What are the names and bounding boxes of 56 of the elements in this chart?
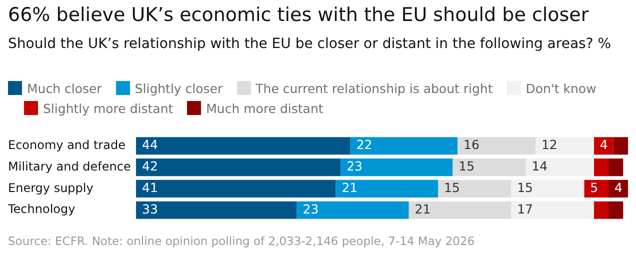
- bar: [340, 158, 453, 176]
- bar: [613, 137, 628, 155]
- bar: [608, 158, 624, 176]
- data-label: 21: [414, 201, 431, 216]
- data-label: 33: [142, 201, 158, 216]
- legend-label: Much more distant: [205, 100, 324, 118]
- legend-label: Slightly more distant: [42, 100, 174, 118]
- bar: [408, 201, 512, 219]
- bar: [136, 201, 297, 219]
- bar: [511, 201, 594, 219]
- data-label: 15: [517, 180, 533, 195]
- bar: [136, 137, 350, 155]
- bar: [594, 201, 609, 219]
- y-tick-label: Economy and trade: [8, 138, 126, 152]
- data-label: 16: [464, 137, 480, 152]
- bar: [584, 180, 609, 198]
- y-tick-label: Energy supply: [8, 180, 94, 195]
- data-label: 4: [600, 137, 608, 152]
- data-label: 14: [532, 158, 548, 174]
- y-tick-label: Technology: [7, 202, 76, 216]
- bar: [511, 180, 584, 198]
- bar: [458, 137, 536, 155]
- bar: [608, 180, 628, 198]
- bar: [350, 137, 458, 155]
- chart-subtitle: Should the UK’s relationship with the EU be closer or distant in the following areas? %: [8, 36, 611, 52]
- bar: [452, 158, 526, 176]
- bar: [594, 158, 609, 176]
- data-label: 42: [142, 158, 158, 174]
- data-label: 23: [346, 158, 362, 174]
- bar: [608, 201, 624, 219]
- data-label: 4: [614, 180, 623, 195]
- data-label: 21: [342, 180, 358, 195]
- data-label: 17: [517, 201, 533, 216]
- source-note: Source: ECFR. Note: online opinion polling of 2,033-2,146 people, 7-14 May 2026: [8, 233, 476, 249]
- data-label: 22: [356, 137, 372, 152]
- data-label: 15: [458, 158, 475, 174]
- bar: [136, 158, 341, 176]
- bar: [594, 137, 614, 155]
- legend-label: Don't know: [524, 80, 596, 98]
- data-label: 44: [142, 137, 158, 152]
- bar: [296, 201, 409, 219]
- bar: [136, 180, 336, 198]
- legend-label: Much closer: [26, 80, 102, 98]
- data-label: 23: [302, 201, 319, 216]
- chart-title: 66% believe UK’s economic ties with the EU should be closer: [8, 4, 589, 26]
- data-label: 12: [541, 137, 558, 152]
- legend-label: The current relationship is about right: [254, 80, 493, 98]
- data-label: 41: [142, 180, 158, 195]
- bar: [526, 158, 594, 176]
- bar: [535, 137, 594, 155]
- bar: [438, 180, 512, 198]
- data-label: 15: [444, 180, 460, 195]
- data-label: 5: [590, 180, 598, 195]
- bar: [336, 180, 438, 198]
- y-tick-label: Military and defence: [8, 159, 131, 174]
- legend-label: Slightly closer: [134, 80, 223, 98]
